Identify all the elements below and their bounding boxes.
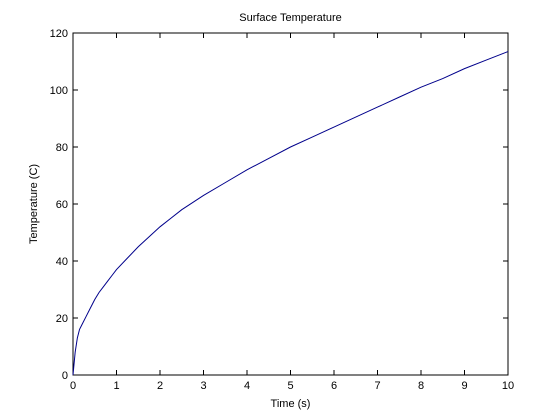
x-axis-title: Time (s) <box>271 398 311 410</box>
x-tick-label: 10 <box>502 380 514 392</box>
chart-title: Surface Temperature <box>239 12 342 24</box>
x-tick-label: 9 <box>461 380 467 392</box>
x-tick-label: 5 <box>287 380 293 392</box>
x-tick-label: 4 <box>244 380 250 392</box>
y-tick-label: 0 <box>62 370 68 382</box>
y-tick-labels: 0 20 40 60 80 100 120 <box>50 28 68 382</box>
plot-area <box>72 32 509 376</box>
x-tick-label: 3 <box>200 380 206 392</box>
y-tick-label: 120 <box>50 28 68 40</box>
x-tick-label: 2 <box>157 380 163 392</box>
y-tick-label: 100 <box>50 85 68 97</box>
axis-ticks <box>72 32 509 376</box>
y-tick-label: 20 <box>56 313 68 325</box>
y-tick-label: 40 <box>56 256 68 268</box>
x-tick-label: 6 <box>331 380 337 392</box>
x-tick-label: 0 <box>70 380 76 392</box>
x-tick-label: 1 <box>113 380 119 392</box>
y-tick-label: 60 <box>56 199 68 211</box>
y-tick-label: 80 <box>56 142 68 154</box>
x-tick-label: 8 <box>418 380 424 392</box>
x-tick-label: 7 <box>374 380 380 392</box>
x-tick-labels: 0 1 2 3 4 5 6 7 8 9 10 <box>70 380 514 392</box>
y-axis-title: Temperature (C) <box>28 164 40 244</box>
series-line-surface-temperature <box>72 51 509 376</box>
